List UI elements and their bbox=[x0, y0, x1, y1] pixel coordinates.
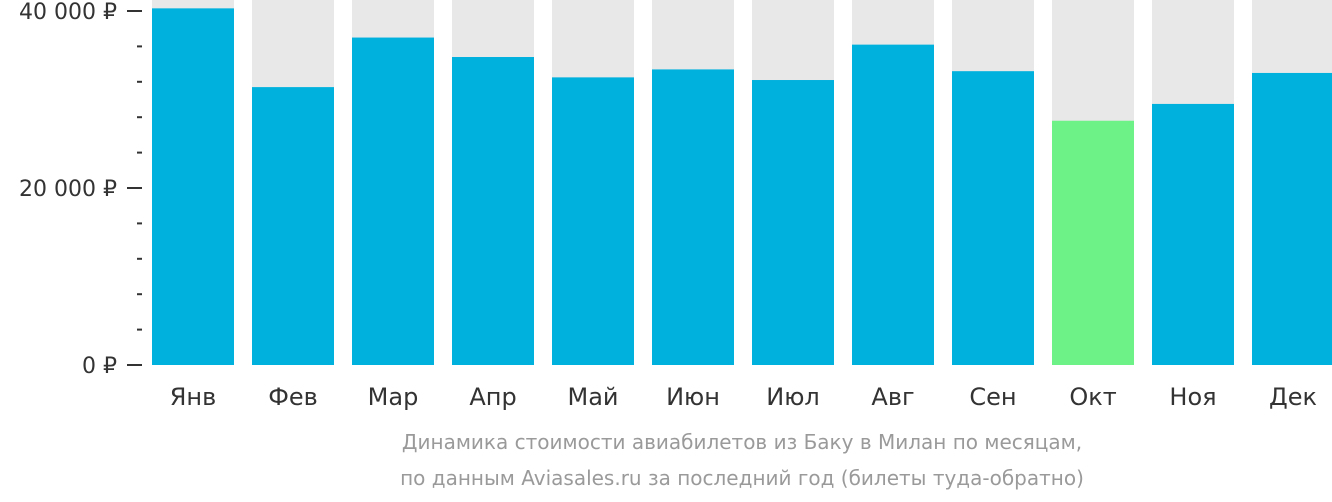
x-tick-label: Янв bbox=[170, 383, 217, 411]
x-tick-label: Ноя bbox=[1169, 383, 1216, 411]
chart-caption-line-2: по данным Aviasales.ru за последний год … bbox=[400, 466, 1084, 490]
bar bbox=[152, 8, 234, 365]
bar bbox=[552, 77, 634, 365]
y-tick-label: 20 000 ₽ bbox=[19, 177, 117, 202]
bar bbox=[1252, 72, 1332, 365]
chart-caption-line-1: Динамика стоимости авиабилетов из Баку в… bbox=[401, 430, 1083, 454]
y-tick-label: 40 000 ₽ bbox=[19, 0, 117, 25]
bar-cheapest bbox=[1052, 120, 1134, 366]
x-tick-label: Дек bbox=[1269, 383, 1317, 411]
price-bar-chart: 0 ₽ 20 000 ₽ 40 000 ₽ Янв Фев Мар Апр Май Июн Июл… bbox=[19, 0, 1332, 411]
x-tick-label: Авг bbox=[871, 383, 914, 411]
x-tick-label: Июл bbox=[766, 383, 820, 411]
bar bbox=[852, 44, 934, 365]
bar bbox=[252, 87, 334, 366]
bar bbox=[752, 80, 834, 365]
y-tick-label: 0 ₽ bbox=[82, 354, 117, 379]
x-tick-label: Май bbox=[567, 383, 618, 411]
bar bbox=[1152, 103, 1234, 366]
bar bbox=[352, 37, 434, 366]
x-tick-label: Фев bbox=[268, 383, 318, 411]
bar bbox=[452, 57, 534, 366]
bar bbox=[952, 71, 1034, 366]
x-tick-label: Сен bbox=[969, 383, 1016, 411]
x-tick-label: Апр bbox=[469, 383, 516, 411]
x-tick-label: Мар bbox=[368, 383, 419, 411]
x-tick-label: Июн bbox=[666, 383, 720, 411]
bar bbox=[652, 69, 734, 365]
x-tick-label: Окт bbox=[1069, 383, 1116, 411]
